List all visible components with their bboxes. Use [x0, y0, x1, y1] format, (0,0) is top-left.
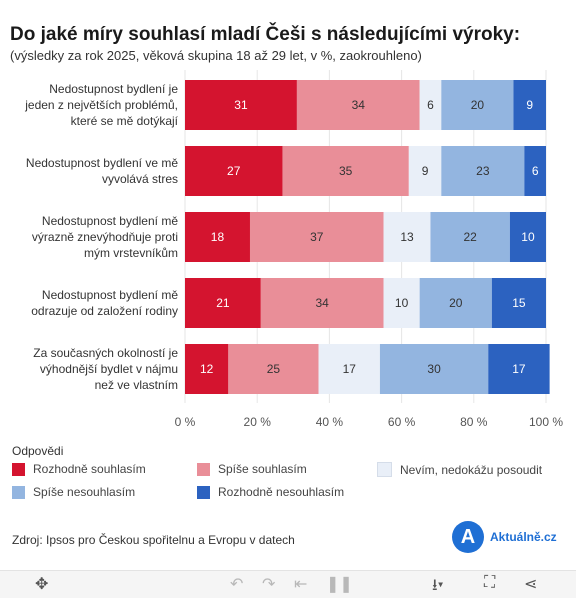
- bar-segment: [408, 146, 442, 196]
- x-tick-label: 20 %: [244, 415, 272, 429]
- bar-segment: [185, 278, 261, 328]
- legend-label: Rozhodně nesouhlasím: [218, 485, 345, 499]
- data-label: 20: [449, 296, 463, 310]
- data-label: 20: [471, 98, 485, 112]
- move-icon[interactable]: ✥: [35, 576, 49, 593]
- data-label: 9: [422, 164, 429, 178]
- chart-subtitle: (výsledky za rok 2025, věková skupina 18…: [10, 48, 422, 63]
- bar-segment: [249, 212, 384, 262]
- bar-segment: [185, 80, 297, 130]
- legend-item[interactable]: Spíše nesouhlasím: [12, 485, 135, 499]
- bar-segment: [383, 212, 431, 262]
- data-label: 6: [427, 98, 434, 112]
- data-label: 27: [227, 164, 241, 178]
- category-label: Nedostupnost bydlení mě odrazuje od založ…: [31, 288, 178, 318]
- data-label: 6: [532, 164, 539, 178]
- share-icon[interactable]: ⋖: [524, 576, 538, 593]
- toolbar: ✥ ↶ ↷ ⇤ ❚❚ ⭳▾ ⛶ ⋖: [0, 570, 576, 598]
- data-label: 22: [464, 230, 478, 244]
- category-label: Nedostupnost bydlení ve mě vyvolává stres: [26, 156, 178, 186]
- stacked-bar-chart: 0 % 20 % 40 % 60 % 80 % 100 % Nedostupnost byd…: [24, 70, 563, 429]
- legend-item[interactable]: Rozhodně nesouhlasím: [197, 485, 344, 499]
- redo-icon[interactable]: ↷: [262, 576, 276, 593]
- bar-segment: [318, 344, 380, 394]
- data-label: 34: [316, 296, 330, 310]
- bar-segment: [491, 278, 546, 328]
- bar-segment: [524, 146, 546, 196]
- legend-item[interactable]: Nevím, nedokážu posoudit: [377, 462, 542, 477]
- logo-text: Aktuálně.cz: [490, 530, 557, 544]
- source-note: Zdroj: Ipsos pro Českou spořitelnu a Evr…: [12, 533, 295, 547]
- bar-segment: [509, 212, 546, 262]
- bar-segment: [383, 278, 420, 328]
- pause-icon[interactable]: ❚❚: [326, 576, 353, 593]
- x-tick-label: 80 %: [460, 415, 488, 429]
- category-label: Nedostupnost bydlení mě výrazně znevýhodň…: [32, 214, 178, 260]
- data-label: 15: [512, 296, 526, 310]
- data-label: 30: [427, 362, 441, 376]
- legend-label: Rozhodně souhlasím: [33, 462, 146, 476]
- legend-swatch: [12, 485, 25, 499]
- bar-segment: [260, 278, 384, 328]
- data-label: 17: [343, 362, 357, 376]
- x-tick-label: 100 %: [529, 415, 563, 429]
- data-label: 12: [200, 362, 214, 376]
- data-label: 35: [339, 164, 353, 178]
- bar-segment: [441, 146, 525, 196]
- logo-a-icon: A: [452, 521, 484, 553]
- category-label: Nedostupnost bydlení je jeden z největšíc…: [24, 82, 178, 128]
- publisher-logo[interactable]: A Aktuálně.cz: [452, 521, 557, 553]
- legend-swatch: [197, 462, 210, 476]
- bar-segment: [185, 344, 229, 394]
- bar-segment: [296, 80, 420, 130]
- data-label: 34: [352, 98, 366, 112]
- data-label: 13: [400, 230, 414, 244]
- legend-title: Odpovědi: [12, 444, 64, 458]
- bar-segment: [185, 212, 250, 262]
- bar-segment: [228, 344, 319, 394]
- category-label: Za současných okolností je výhodnější byd…: [33, 346, 178, 392]
- legend-label: Nevím, nedokážu posoudit: [400, 462, 543, 477]
- legend-label: Spíše nesouhlasím: [33, 485, 136, 499]
- bar-segment: [513, 80, 546, 130]
- revert-icon[interactable]: ⇤: [294, 576, 308, 593]
- legend-item[interactable]: Rozhodně souhlasím: [12, 462, 146, 476]
- bar-segment: [430, 212, 510, 262]
- data-label: 23: [476, 164, 490, 178]
- bar-segment: [185, 146, 283, 196]
- bar-segment: [419, 278, 492, 328]
- bar-segment: [419, 80, 442, 130]
- download-icon[interactable]: ⭳▾: [432, 577, 444, 594]
- legend-swatch: [377, 462, 392, 477]
- x-tick-label: 60 %: [388, 415, 416, 429]
- data-label: 17: [512, 362, 526, 376]
- bar-segment: [488, 344, 550, 394]
- x-tick-label: 0 %: [175, 415, 196, 429]
- undo-icon[interactable]: ↶: [230, 576, 244, 593]
- data-label: 21: [216, 296, 230, 310]
- data-label: 31: [234, 98, 248, 112]
- legend-swatch: [197, 485, 210, 499]
- data-label: 9: [526, 98, 533, 112]
- bar-segment: [282, 146, 409, 196]
- legend-label: Spíše souhlasím: [218, 462, 307, 476]
- fullscreen-icon[interactable]: ⛶: [484, 574, 496, 591]
- chart-title: Do jaké míry souhlasí mladí Češi s násle…: [10, 24, 521, 45]
- legend-swatch: [12, 462, 25, 476]
- bar-segment: [379, 344, 489, 394]
- legend-item[interactable]: Spíše souhlasím: [197, 462, 307, 476]
- data-label: 10: [395, 296, 409, 310]
- data-label: 18: [211, 230, 225, 244]
- data-label: 25: [267, 362, 281, 376]
- bar-segment: [441, 80, 514, 130]
- x-tick-label: 40 %: [316, 415, 344, 429]
- data-label: 10: [521, 230, 535, 244]
- data-label: 37: [310, 230, 324, 244]
